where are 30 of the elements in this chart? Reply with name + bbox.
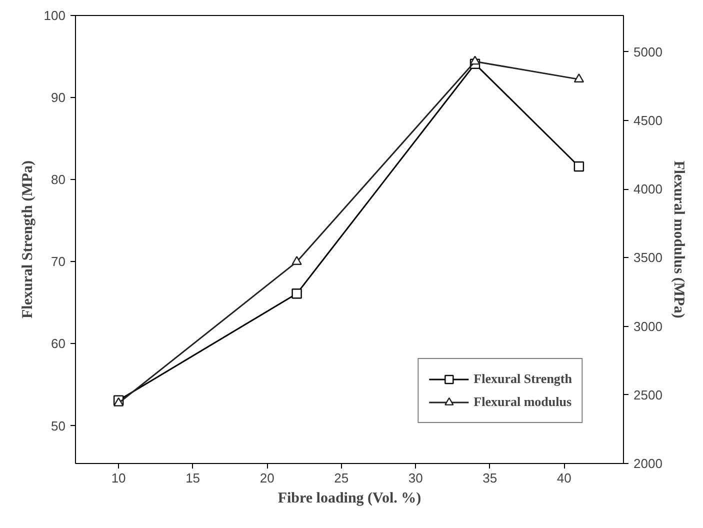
y2-axis-title: Flexural modulus (MPa) (670, 160, 686, 318)
x-tick-label: 30 (408, 470, 423, 486)
x-tick-label: 35 (482, 470, 498, 486)
y2-tick-label: 2500 (634, 387, 662, 402)
x-tick-label: 10 (111, 470, 126, 486)
y2-tick-label: 5000 (634, 44, 662, 60)
y-tick-label: 70 (51, 254, 66, 270)
y2-tick-label: 3000 (634, 318, 662, 334)
y-axis-title: Flexural Strength (MPa) (20, 160, 36, 319)
legend-label: Flexural modulus (474, 394, 572, 410)
point (574, 161, 584, 172)
y2-tick-label: 4000 (634, 182, 662, 197)
point (470, 56, 480, 65)
point (574, 74, 584, 82)
x-tick-label: 25 (334, 470, 349, 486)
y-tick-label: 60 (51, 336, 66, 352)
x-tick-label: 40 (556, 470, 572, 486)
y2-tick-label: 4500 (634, 112, 662, 128)
y-tick-label: 90 (51, 90, 66, 106)
y-tick-label: 100 (44, 8, 66, 23)
y2-tick-label: 2000 (634, 456, 662, 471)
x-tick-label: 20 (260, 470, 274, 486)
y2-tick-label: 3500 (634, 250, 662, 266)
x-axis-title: Fibre loading (Vol. %) (278, 490, 422, 506)
point (292, 288, 302, 299)
x-tick-label: 15 (186, 470, 200, 486)
point (292, 256, 302, 265)
y-tick-label: 50 (51, 418, 66, 434)
y-tick-label: 80 (51, 172, 66, 188)
legend-label: Flexural Strength (474, 371, 572, 387)
